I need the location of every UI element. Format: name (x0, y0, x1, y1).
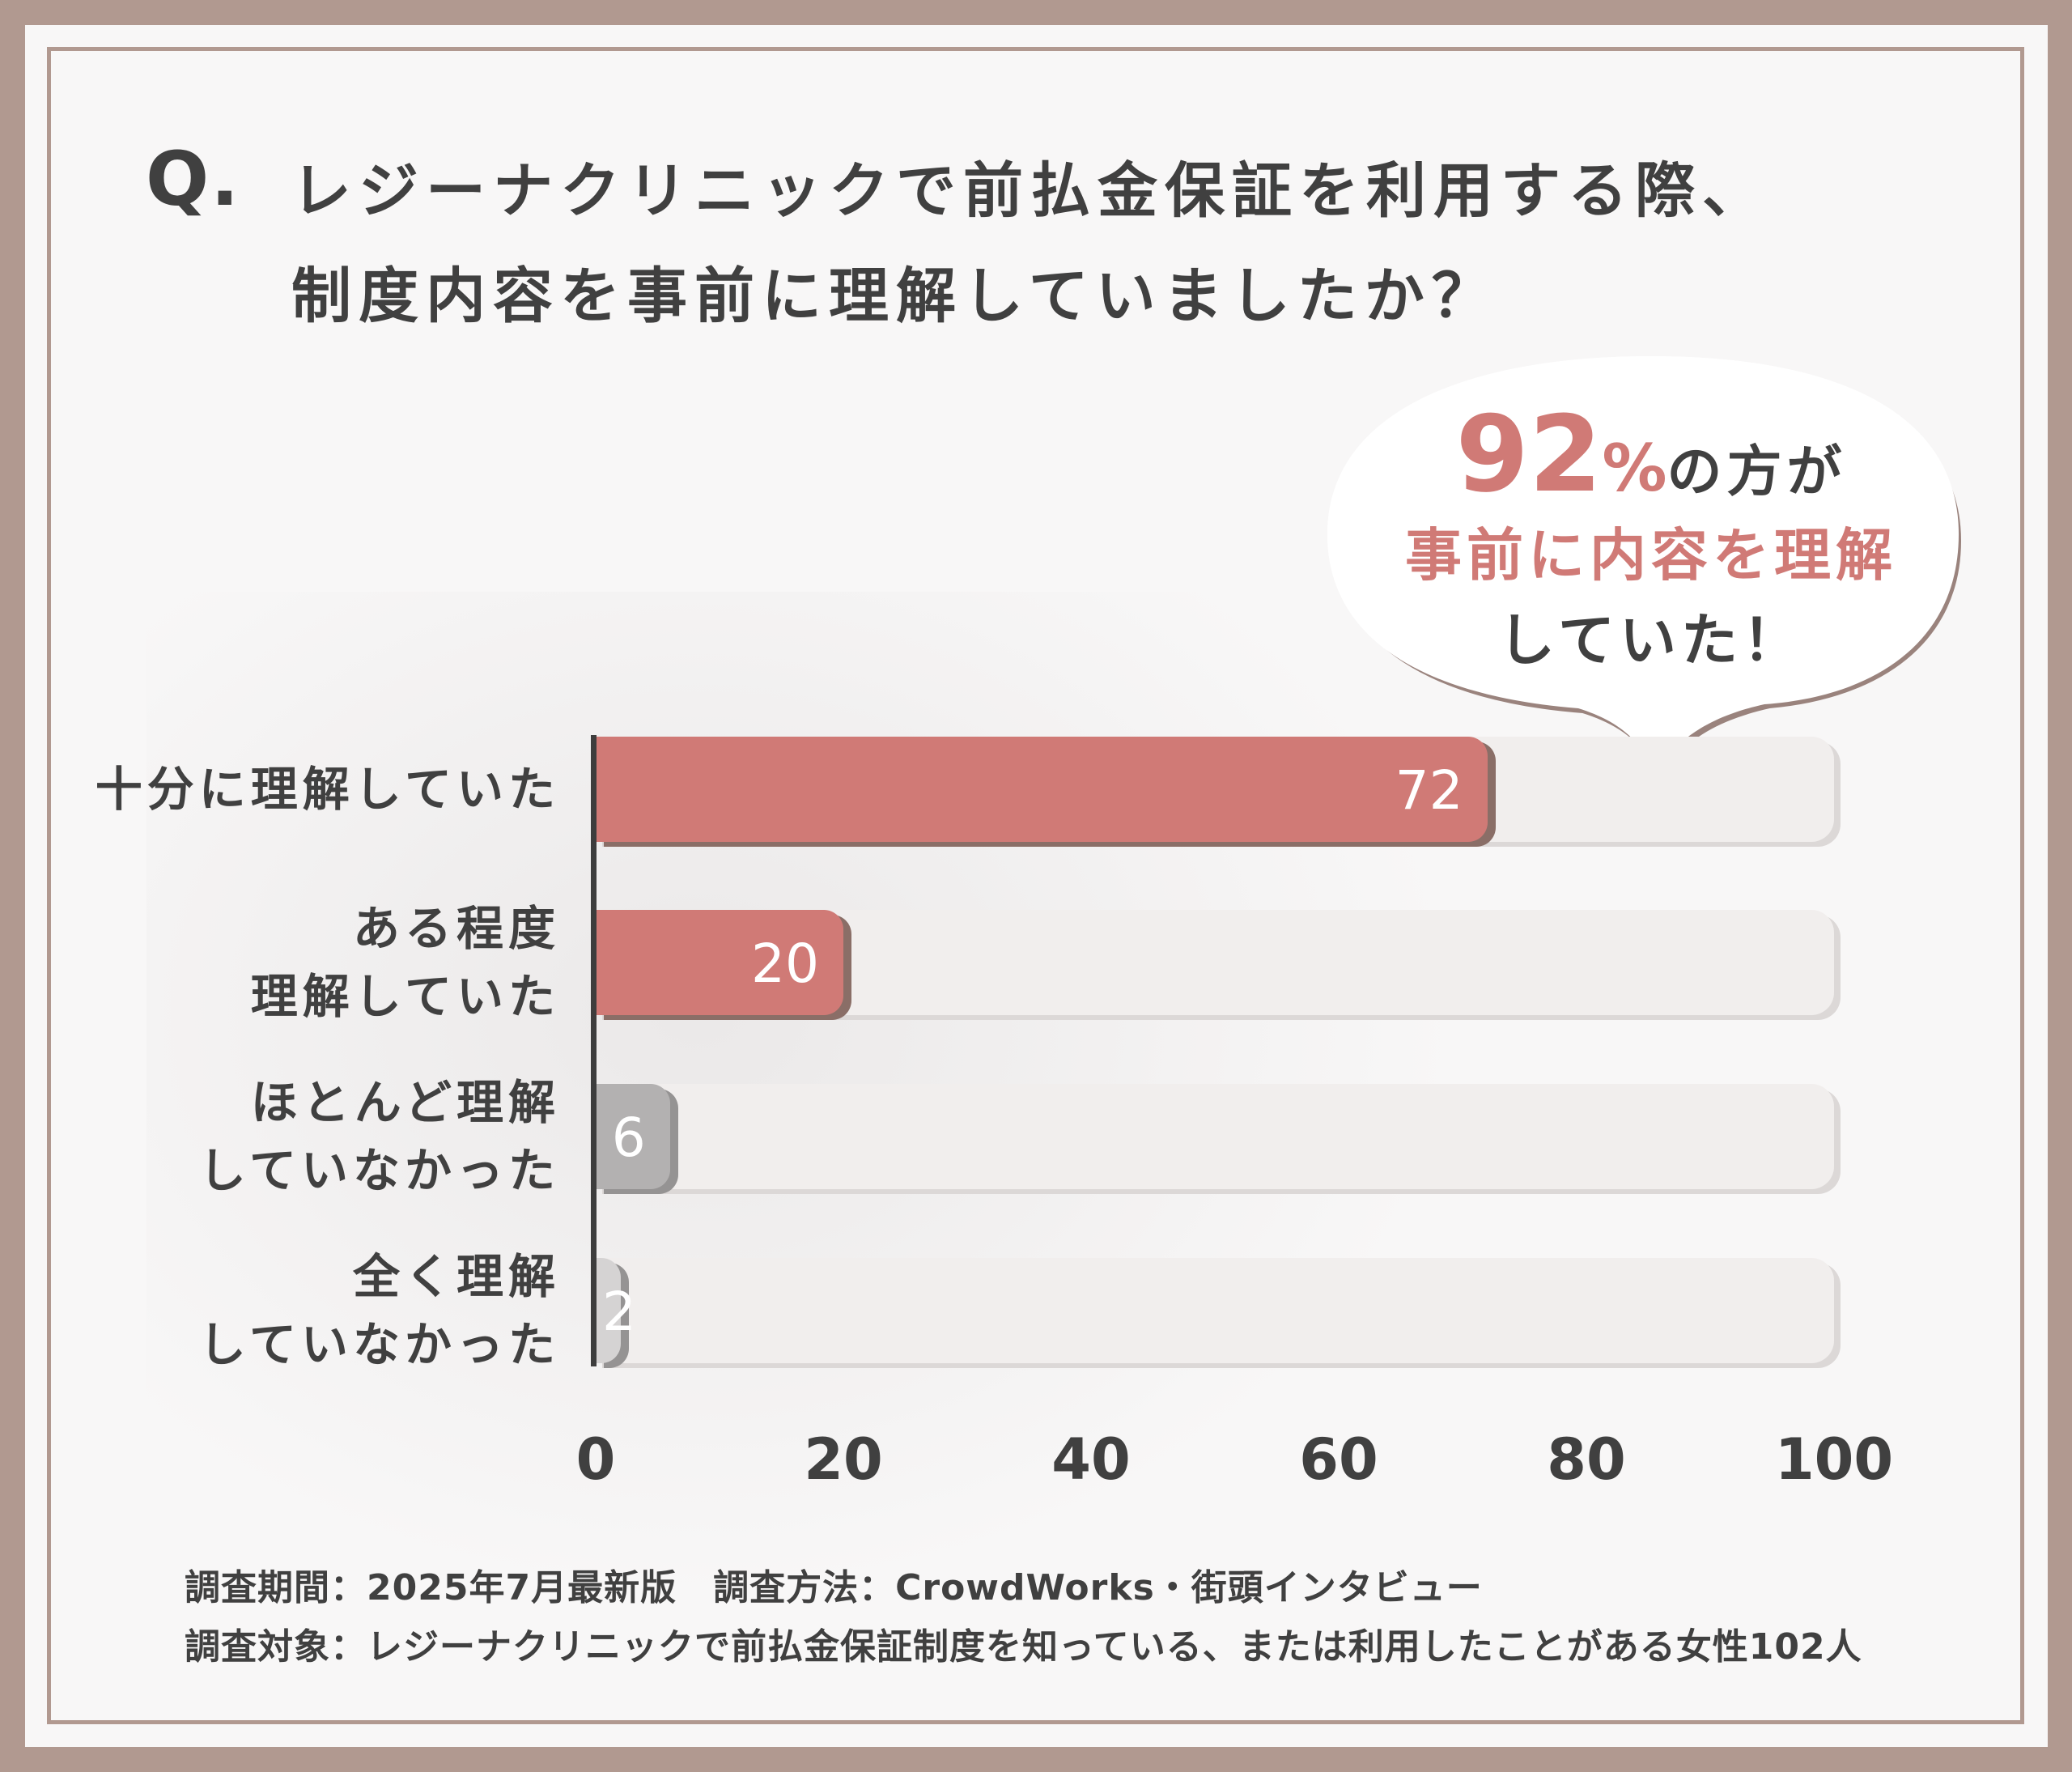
category-label-line: 全く理解 (352, 1249, 560, 1304)
bar-track (596, 1258, 1834, 1363)
x-tick-label: 40 (1051, 1426, 1131, 1493)
category-label-line: 十分に理解していた (95, 762, 560, 817)
bar (596, 737, 1488, 842)
bar-value-label: 6 (611, 1107, 646, 1169)
bar-value-label: 72 (1395, 759, 1463, 822)
x-tick-label: 80 (1547, 1426, 1626, 1493)
bar-value-label: 20 (751, 933, 819, 995)
callout-line-3: していた！ (1498, 607, 1804, 674)
x-tick-label: 60 (1299, 1426, 1378, 1493)
bar (596, 1258, 621, 1363)
speech-bubble-shape (1327, 356, 1962, 801)
category-label-line: していなかった (198, 1143, 560, 1198)
footnote-survey-period: 調査期間：2025年7月最新版 調査方法：CrowdWorks・街頭インタビュー (185, 1567, 1483, 1608)
inner-frame (47, 47, 2024, 1724)
y-axis-line (591, 735, 597, 1366)
category-label: ある程度理解していた (251, 894, 560, 1030)
category-label-line: ある程度 (352, 901, 560, 956)
x-tick-label: 100 (1774, 1426, 1894, 1493)
speech-bubble: 92%の方が 事前に内容を理解 していた！ (1311, 348, 1991, 801)
callout-line-1: 92%の方が (1455, 393, 1847, 516)
category-label-line: 理解していた (250, 969, 560, 1024)
category-label: 十分に理解していた (96, 755, 560, 823)
bar (596, 910, 843, 1015)
bar (596, 1084, 670, 1189)
title-line-1: レジーナクリニックで前払金保証を利用する際、 (291, 156, 1769, 226)
bar-track (596, 1084, 1834, 1189)
category-label-line: していなかった (198, 1317, 560, 1372)
callout-line-2: 事前に内容を理解 (1405, 522, 1897, 589)
title-line-2: 制度内容を事前に理解していましたか？ (291, 261, 1499, 331)
question-mark-label: Q. (146, 136, 241, 223)
footnote-survey-target: 調査対象：レジーナクリニックで前払金保証制度を知っている、または利用したことがあ… (185, 1626, 1862, 1668)
category-label: ほとんど理解していなかった (199, 1069, 560, 1205)
x-tick-label: 20 (804, 1426, 883, 1493)
category-label: 全く理解していなかった (199, 1243, 560, 1379)
bar-value-label: 2 (602, 1281, 636, 1343)
x-tick-label: 0 (575, 1426, 616, 1493)
category-label-line: ほとんど理解 (250, 1075, 560, 1130)
callout-percent: 92% (1455, 393, 1667, 516)
